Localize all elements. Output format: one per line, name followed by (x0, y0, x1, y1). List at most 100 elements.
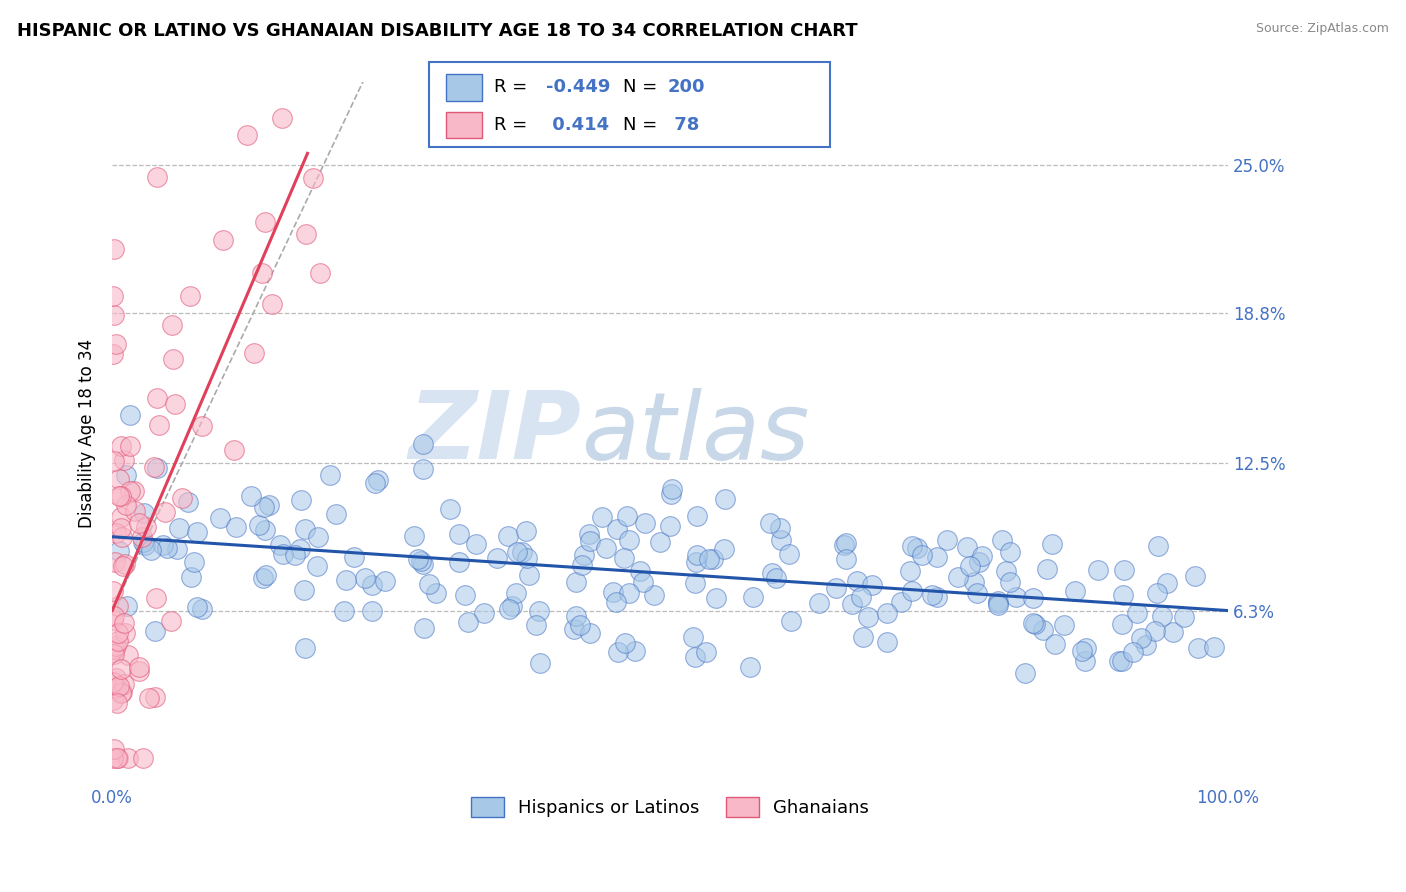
Point (115, 599, 138, 613)
Point (167, 521, 190, 535)
Point (1184, 569, 1206, 583)
Point (143, 624, 166, 638)
Point (835, 552, 858, 566)
Point (367, 473, 389, 487)
Point (927, 590, 949, 604)
Point (307, 530, 329, 544)
Point (905, 541, 928, 555)
Text: atlas: atlas (581, 388, 808, 479)
Point (987, 596, 1010, 610)
Point (439, 501, 461, 516)
Point (807, 595, 830, 609)
Point (578, 526, 600, 541)
Point (361, 578, 384, 592)
Point (292, 583, 315, 598)
Text: 0.414: 0.414 (546, 116, 609, 134)
Point (605, 595, 627, 609)
Point (180, 570, 202, 584)
Point (128, 659, 150, 673)
Point (412, 462, 434, 476)
Point (1156, 575, 1178, 590)
Point (186, 599, 208, 614)
Point (860, 578, 883, 592)
Point (591, 510, 613, 524)
Point (110, 520, 132, 534)
Point (412, 437, 434, 451)
Point (970, 549, 993, 563)
Point (135, 520, 157, 534)
Point (107, 696, 129, 710)
Point (911, 549, 934, 563)
Point (1074, 654, 1097, 668)
Point (103, 454, 125, 468)
Point (841, 597, 863, 611)
Point (141, 542, 163, 557)
Point (517, 568, 540, 582)
Y-axis label: Disability Age 18 to 34: Disability Age 18 to 34 (79, 339, 96, 528)
Point (486, 551, 509, 566)
Point (515, 524, 537, 538)
Point (107, 489, 129, 503)
Point (240, 489, 263, 503)
Point (307, 558, 329, 573)
Point (506, 545, 529, 559)
Point (834, 536, 856, 550)
Point (103, 674, 125, 689)
Point (361, 604, 384, 618)
Point (510, 545, 533, 559)
Point (686, 548, 709, 562)
Point (104, 555, 127, 569)
Point (131, 530, 153, 544)
Point (714, 491, 737, 506)
Point (685, 575, 707, 590)
Point (128, 665, 150, 679)
Point (682, 630, 704, 644)
Point (619, 586, 641, 600)
Point (146, 170, 169, 185)
Point (1087, 563, 1109, 577)
Point (107, 599, 129, 613)
Point (1161, 625, 1184, 640)
Point (1130, 631, 1153, 645)
Point (1144, 624, 1167, 638)
Point (1146, 585, 1168, 599)
Point (253, 524, 276, 538)
Text: ZIP: ZIP (408, 387, 581, 479)
Point (1063, 583, 1085, 598)
Point (160, 614, 183, 628)
Point (105, 751, 128, 765)
Point (163, 397, 186, 411)
Point (134, 506, 156, 520)
Point (413, 621, 436, 635)
Point (354, 571, 377, 585)
Point (124, 504, 146, 518)
Point (472, 606, 495, 620)
Point (191, 602, 214, 616)
Point (1126, 607, 1149, 621)
Point (498, 601, 520, 615)
Point (342, 549, 364, 564)
Point (111, 559, 134, 574)
Point (959, 559, 981, 574)
Point (114, 625, 136, 640)
Point (319, 467, 342, 482)
Point (1032, 624, 1054, 638)
Point (925, 550, 948, 565)
Point (406, 552, 429, 566)
Point (741, 591, 763, 605)
Point (425, 586, 447, 600)
Point (294, 522, 316, 536)
Point (103, 583, 125, 598)
Point (1021, 615, 1043, 630)
Point (602, 585, 624, 599)
Point (134, 538, 156, 552)
Point (571, 558, 593, 573)
Point (1111, 617, 1133, 632)
Point (613, 636, 636, 650)
Point (516, 550, 538, 565)
Point (112, 616, 135, 631)
Point (991, 533, 1014, 548)
Point (288, 541, 311, 556)
Point (262, 297, 284, 311)
Point (901, 584, 924, 599)
